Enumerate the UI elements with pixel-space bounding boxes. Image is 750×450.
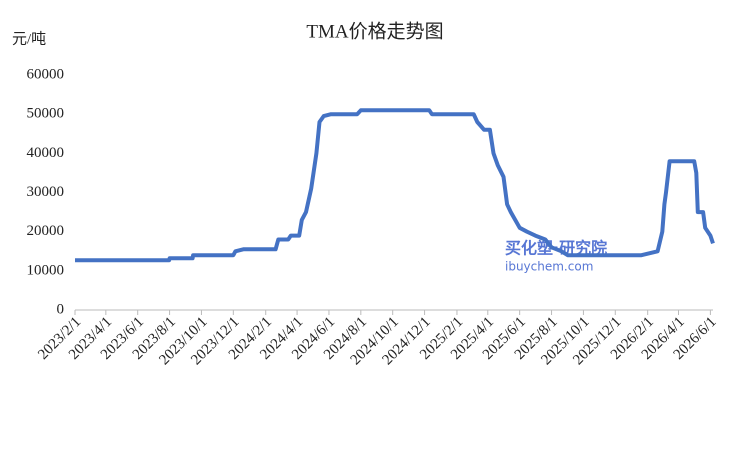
y-tick-label: 20000 bbox=[27, 223, 65, 239]
y-tick-label: 30000 bbox=[27, 184, 65, 200]
watermark-url: ibuychem.com bbox=[505, 260, 593, 274]
chart-title: TMA价格走势图 bbox=[306, 20, 443, 42]
y-axis-label: 元/吨 bbox=[12, 30, 46, 47]
y-tick-label: 0 bbox=[57, 301, 65, 317]
y-tick-label: 50000 bbox=[27, 106, 65, 122]
data-line bbox=[75, 108, 715, 263]
y-tick-label: 10000 bbox=[27, 262, 65, 278]
y-tick-label: 60000 bbox=[27, 66, 65, 82]
y-tick-label: 40000 bbox=[27, 145, 65, 161]
